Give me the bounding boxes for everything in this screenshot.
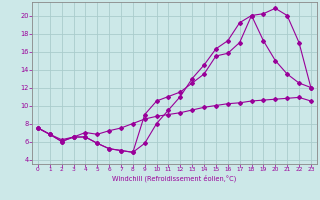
X-axis label: Windchill (Refroidissement éolien,°C): Windchill (Refroidissement éolien,°C) [112, 175, 236, 182]
